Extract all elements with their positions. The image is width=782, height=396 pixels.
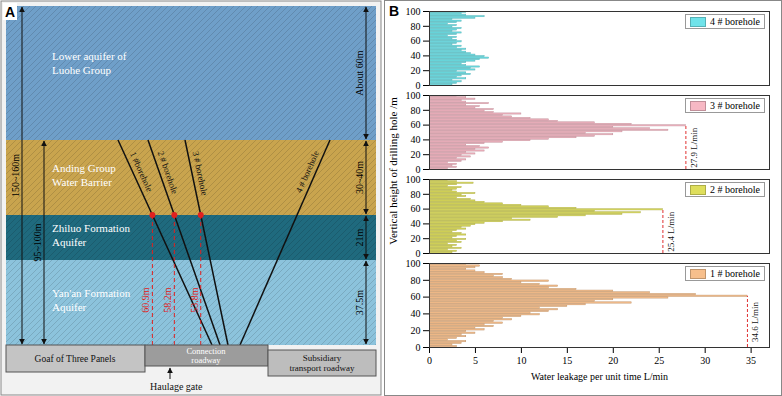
svg-text:80: 80: [411, 105, 421, 116]
svg-text:25.4 L/min: 25.4 L/min: [666, 211, 676, 251]
svg-text:25: 25: [654, 355, 664, 366]
html-text:2 # borehole: 2 # borehole: [710, 184, 760, 195]
svg-text:95~100m: 95~100m: [32, 223, 43, 261]
svg-text:Goaf of Three Panels: Goaf of Three Panels: [35, 354, 116, 364]
svg-text:0: 0: [415, 163, 421, 175]
svg-text:1 #borehole: 1 #borehole: [128, 150, 155, 193]
svg-text:20: 20: [411, 149, 421, 160]
svg-text:About 60m: About 60m: [354, 50, 365, 96]
svg-text:0: 0: [427, 355, 432, 366]
html-text:4 # borehole: 4 # borehole: [710, 16, 760, 27]
svg-text:40: 40: [411, 50, 421, 61]
svg-text:37.5m: 37.5m: [354, 290, 365, 316]
html-text:1 # borehole: 1 # borehole: [710, 268, 760, 279]
svg-text:40: 40: [411, 218, 421, 229]
svg-text:60.9m: 60.9m: [140, 287, 151, 313]
svg-text:80: 80: [411, 189, 421, 200]
svg-text:80: 80: [411, 21, 421, 32]
svg-text:Haulage gate: Haulage gate: [150, 381, 203, 392]
html-text:3 # borehole: 3 # borehole: [710, 100, 760, 111]
svg-text:B: B: [389, 3, 399, 19]
svg-text:Vertical height of drilling ho: Vertical height of drilling hole /m: [387, 97, 399, 245]
svg-text:21m: 21m: [354, 228, 365, 246]
svg-text:35: 35: [746, 355, 756, 366]
svg-text:60: 60: [411, 203, 421, 214]
svg-text:Aquifer: Aquifer: [52, 301, 87, 313]
svg-text:Aquifer: Aquifer: [52, 236, 87, 248]
svg-text:58.2m: 58.2m: [162, 287, 173, 313]
svg-text:A: A: [5, 4, 15, 20]
svg-text:15: 15: [562, 355, 572, 366]
svg-text:Water Barrier: Water Barrier: [52, 176, 112, 188]
svg-text:100: 100: [406, 90, 421, 101]
svg-text:roadway: roadway: [191, 355, 221, 365]
svg-text:34.6 L/min: 34.6 L/min: [750, 301, 760, 341]
svg-text:0: 0: [415, 247, 421, 259]
svg-text:Luohe Group: Luohe Group: [52, 64, 111, 76]
svg-text:80: 80: [411, 275, 421, 286]
svg-text:60: 60: [411, 291, 421, 302]
svg-text:Lower aquifer of: Lower aquifer of: [52, 50, 127, 62]
svg-text:3 # borehole: 3 # borehole: [191, 150, 210, 196]
svg-text:53.8m: 53.8m: [189, 287, 200, 313]
svg-text:10: 10: [516, 355, 526, 366]
svg-text:Yan'an Formation: Yan'an Formation: [52, 287, 131, 299]
svg-text:40: 40: [411, 308, 421, 319]
svg-text:5: 5: [473, 355, 478, 366]
svg-text:0: 0: [415, 79, 421, 91]
svg-text:150~160m: 150~160m: [10, 154, 21, 197]
svg-text:20: 20: [411, 65, 421, 76]
svg-text:20: 20: [411, 233, 421, 244]
svg-text:30: 30: [700, 355, 710, 366]
svg-text:4 # borehole: 4 # borehole: [294, 149, 321, 194]
svg-text:2 # borehole: 2 # borehole: [156, 149, 180, 195]
svg-text:Connection: Connection: [186, 346, 226, 356]
svg-text:27.9 L/min: 27.9 L/min: [689, 127, 699, 167]
svg-text:100: 100: [406, 258, 421, 269]
svg-text:Anding Group: Anding Group: [52, 162, 116, 174]
svg-text:40: 40: [411, 134, 421, 145]
svg-text:100: 100: [406, 6, 421, 17]
svg-text:20: 20: [411, 325, 421, 336]
svg-text:60: 60: [411, 35, 421, 46]
svg-text:transport roadway: transport roadway: [289, 363, 355, 373]
svg-text:Subsidiary: Subsidiary: [303, 353, 342, 363]
svg-text:60: 60: [411, 119, 421, 130]
svg-text:Water leakage per unit time L/: Water leakage per unit time L/min: [531, 371, 668, 382]
svg-text:100: 100: [406, 174, 421, 185]
svg-text:0: 0: [416, 342, 421, 353]
svg-text:20: 20: [608, 355, 618, 366]
svg-text:30~40m: 30~40m: [354, 161, 365, 194]
svg-text:Zhiluo Formation: Zhiluo Formation: [52, 222, 130, 234]
